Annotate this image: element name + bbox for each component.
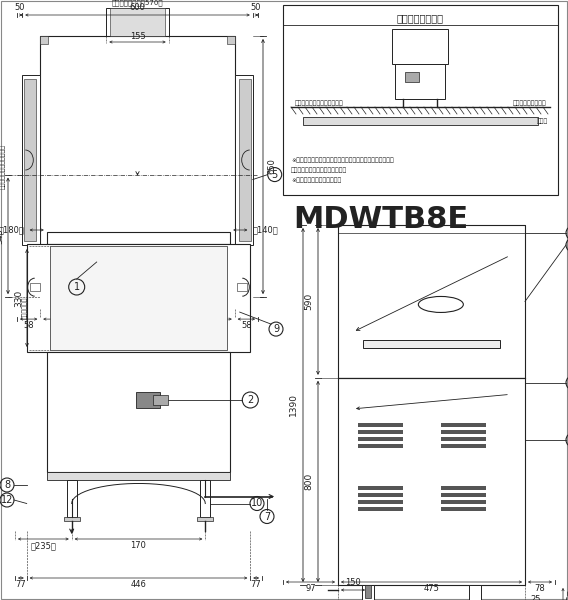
Text: 345: 345: [0, 228, 4, 244]
Bar: [358, 430, 403, 434]
Bar: [362, 585, 374, 600]
Bar: [358, 506, 403, 511]
Text: 7: 7: [264, 511, 270, 521]
Text: 446: 446: [131, 580, 147, 589]
Bar: [235, 75, 253, 245]
Text: （115）: （115）: [566, 589, 568, 600]
Bar: [303, 117, 538, 125]
Bar: [358, 500, 403, 503]
Bar: [405, 72, 419, 82]
Bar: [64, 517, 80, 521]
Bar: [395, 64, 445, 99]
Text: 1390: 1390: [289, 394, 298, 416]
Bar: [197, 517, 214, 521]
Text: 排水工事のしかた: 排水工事のしかた: [397, 13, 444, 23]
Text: 77: 77: [251, 580, 261, 589]
Text: 8: 8: [4, 480, 10, 490]
Text: 10: 10: [251, 499, 263, 509]
Text: （235）: （235）: [31, 541, 56, 550]
Text: 155: 155: [130, 32, 145, 41]
Bar: [441, 500, 486, 503]
Bar: [40, 36, 48, 44]
Text: 484: 484: [130, 321, 145, 330]
Bar: [153, 395, 168, 405]
Bar: [24, 79, 36, 241]
Text: （140）: （140）: [252, 226, 278, 235]
Text: 600: 600: [130, 3, 145, 12]
Bar: [358, 437, 403, 442]
Bar: [358, 424, 403, 427]
Text: 洗浄槽　排水ホース: 洗浄槽 排水ホース: [512, 100, 546, 106]
Bar: [358, 493, 403, 497]
Text: 475: 475: [424, 584, 440, 593]
Bar: [358, 445, 403, 448]
Text: 25: 25: [530, 595, 541, 600]
Text: 650: 650: [267, 158, 276, 175]
Text: 800: 800: [304, 473, 313, 490]
Text: 78: 78: [534, 584, 545, 593]
Text: ※排水水は確認出来ること。: ※排水水は確認出来ること。: [291, 177, 341, 182]
Bar: [338, 225, 525, 233]
Text: 170: 170: [131, 541, 147, 550]
Text: 1: 1: [74, 282, 80, 292]
Bar: [469, 585, 481, 600]
Bar: [283, 5, 558, 195]
Bar: [237, 283, 247, 291]
Text: 50: 50: [14, 3, 25, 12]
Bar: [338, 378, 525, 585]
Text: 58: 58: [241, 321, 252, 330]
Text: （180）: （180）: [0, 226, 24, 235]
Text: 排水溝: 排水溝: [537, 118, 548, 124]
Text: オーバーフロー　排水ホース: オーバーフロー 排水ホース: [295, 100, 344, 106]
Bar: [47, 352, 230, 472]
Bar: [441, 506, 486, 511]
Bar: [441, 430, 486, 434]
Text: （有効開口）: （有効開口）: [22, 297, 28, 319]
Bar: [441, 424, 486, 427]
Text: 330: 330: [14, 289, 23, 307]
Text: 12: 12: [1, 495, 13, 505]
Text: 590: 590: [304, 293, 313, 310]
Text: ※排水溝からの汚臭、逆流防止の為、排水はエアーギャップ: ※排水溝からの汚臭、逆流防止の為、排水はエアーギャップ: [291, 157, 394, 163]
Bar: [136, 392, 160, 408]
Bar: [338, 225, 525, 378]
Bar: [201, 480, 210, 517]
Bar: [365, 585, 371, 598]
Text: 97: 97: [305, 584, 316, 593]
Text: 2: 2: [247, 395, 253, 405]
Bar: [110, 8, 165, 36]
Text: 50: 50: [250, 3, 261, 12]
Bar: [27, 244, 250, 352]
Bar: [358, 485, 403, 490]
Bar: [22, 75, 40, 245]
Bar: [392, 29, 448, 64]
Text: （テーブル間寸法570）: （テーブル間寸法570）: [112, 0, 164, 6]
Text: MDWTB8E: MDWTB8E: [293, 205, 468, 234]
Bar: [441, 493, 486, 497]
Bar: [441, 437, 486, 442]
Text: 11: 11: [567, 378, 568, 388]
Bar: [30, 283, 40, 291]
Bar: [47, 472, 230, 480]
Text: （ラックレールセンター）: （ラックレールセンター）: [0, 144, 6, 189]
Bar: [363, 340, 500, 348]
Bar: [40, 36, 235, 297]
Bar: [66, 480, 77, 517]
Bar: [106, 8, 169, 36]
Text: 9: 9: [273, 324, 279, 334]
Text: 58: 58: [23, 321, 34, 330]
Bar: [47, 232, 230, 244]
Bar: [118, 297, 157, 309]
Bar: [239, 79, 250, 241]
Bar: [49, 246, 227, 350]
Bar: [441, 485, 486, 490]
Text: 5: 5: [272, 170, 278, 179]
Bar: [227, 36, 235, 44]
Text: 150: 150: [345, 578, 361, 587]
Text: を設け、間接排水にすること。: を設け、間接排水にすること。: [291, 167, 347, 173]
Bar: [441, 445, 486, 448]
Ellipse shape: [419, 296, 463, 313]
Text: 77: 77: [15, 580, 26, 589]
